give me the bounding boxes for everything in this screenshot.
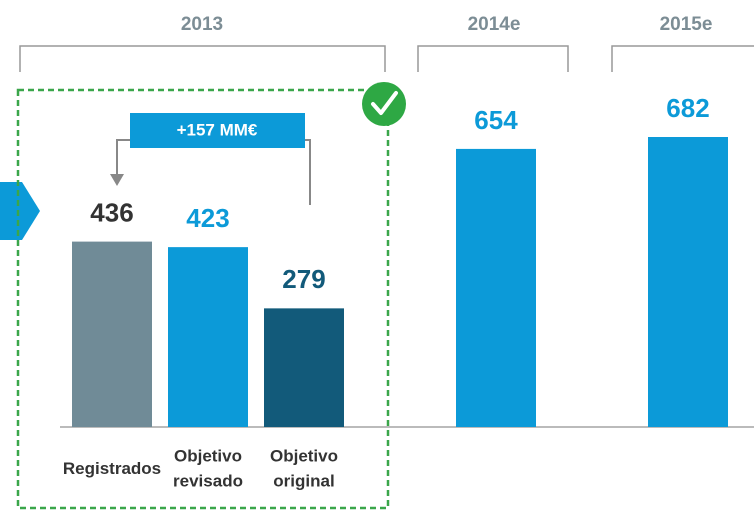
bracket	[417, 45, 569, 72]
bar	[264, 308, 344, 427]
category-label: Registrados	[63, 459, 161, 478]
bar	[72, 241, 152, 427]
check-mark	[371, 91, 398, 115]
value-label: 654	[474, 105, 518, 135]
connector	[116, 139, 311, 205]
bracket	[19, 45, 386, 72]
group-label: 2015e	[660, 14, 713, 35]
value-label: 682	[666, 93, 709, 123]
category-label: Objetivo revisado	[173, 447, 243, 491]
value-label: 436	[90, 197, 133, 227]
arrow-head	[110, 174, 124, 186]
highlight-box	[16, 88, 390, 510]
bar	[456, 148, 536, 427]
group-label: 2014e	[468, 14, 521, 35]
group-label: 2013	[181, 14, 223, 35]
bar	[648, 137, 728, 427]
arrow-chevron	[0, 182, 40, 240]
connector-line	[116, 139, 130, 176]
annotation-box	[130, 113, 305, 148]
brackets	[19, 45, 754, 72]
connector-line	[305, 139, 311, 205]
bracket	[611, 45, 754, 72]
annotation: +157 MM€	[177, 120, 258, 139]
category-label: Objetivo original	[270, 447, 338, 491]
value-label: 279	[282, 264, 325, 294]
bar	[168, 247, 248, 427]
value-label: 423	[186, 203, 229, 233]
check-circle	[362, 82, 406, 126]
